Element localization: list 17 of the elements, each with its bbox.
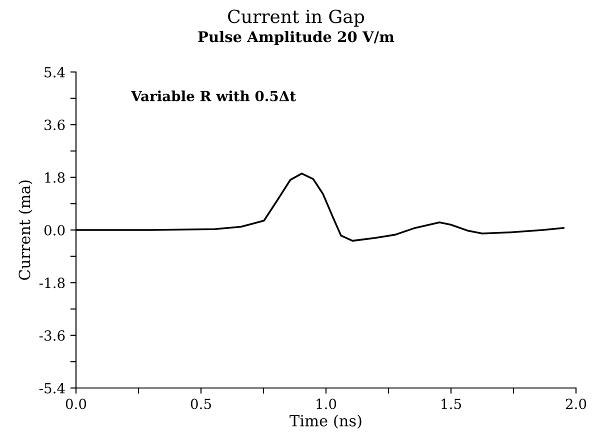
- y-tick-label: -1.8: [39, 278, 65, 288]
- x-axis-title: Time (ns): [290, 414, 362, 429]
- x-tick-label: 1.0: [316, 398, 336, 410]
- x-tick-label: 2.0: [566, 398, 586, 410]
- x-tick-label: 1.5: [442, 398, 461, 410]
- x-tick-label: 0.5: [190, 398, 211, 410]
- y-tick-label: -5.4: [39, 382, 65, 394]
- y-tick-label: -3.6: [39, 330, 65, 341]
- x-tick-label: 0.0: [66, 398, 86, 410]
- y-axis-title: Current (ma): [18, 180, 32, 280]
- y-tick-label: 5.4: [44, 66, 65, 78]
- annotation: Variable R with 0.5Δt: [130, 90, 296, 102]
- y-tick-label: 1.8: [45, 172, 65, 183]
- chart-subtitle: Pulse Amplitude 20 V/m: [198, 30, 394, 46]
- chart-title: Current in Gap: [228, 10, 364, 27]
- y-tick-label: 3.6: [44, 120, 65, 130]
- y-tick-label: 0.0: [44, 224, 65, 236]
